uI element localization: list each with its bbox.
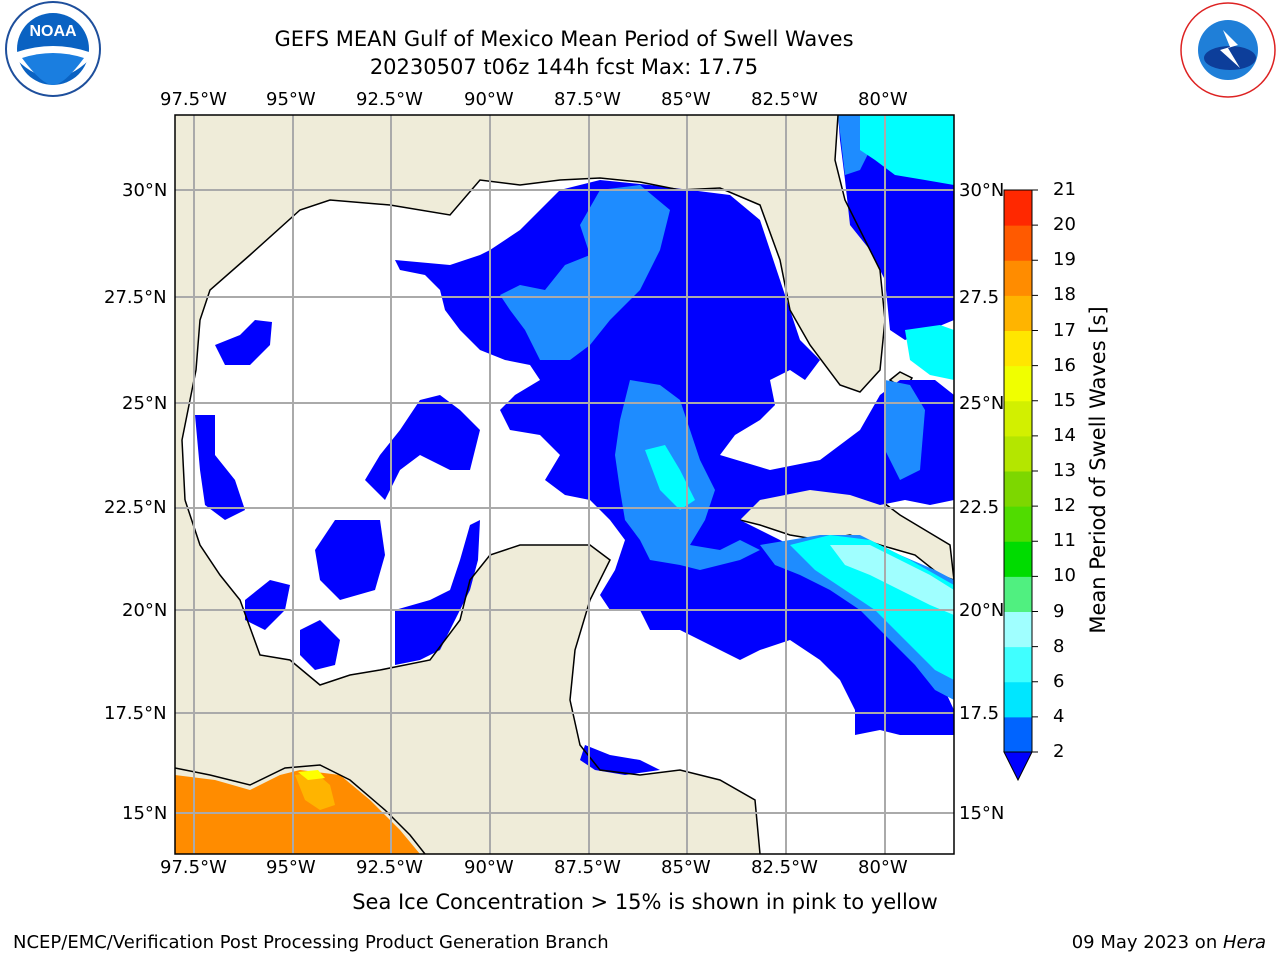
noaa-logo: NOAA: [4, 0, 102, 98]
swell-patch-west-3: [395, 520, 480, 665]
swell-patch-west-1: [195, 415, 245, 520]
lat-tick-left: 15°N: [122, 803, 168, 824]
lon-tick-bottom: 85°W: [661, 857, 711, 878]
colorbar-segment: [1004, 295, 1032, 331]
lat-tick-left: 22.5°N: [104, 497, 167, 518]
footer-date-text: 09 May 2023 on: [1071, 932, 1223, 953]
colorbar-tick-label: 12: [1053, 495, 1076, 517]
swell-region-6-8-a: [860, 115, 954, 185]
colorbar-segment: [1004, 646, 1032, 683]
colorbar-segment: [1004, 225, 1032, 261]
lon-tick-bottom: 87.5°W: [554, 857, 621, 878]
lon-tick-top: 92.5°W: [356, 89, 423, 110]
colorbar-tick-label: 15: [1053, 389, 1076, 411]
lat-tick-right: 30°N: [959, 180, 1005, 201]
lat-tick-left: 17.5°N: [104, 703, 167, 724]
chart-subtitle: 20230507 t06z 144h fcst Max: 17.75: [369, 55, 759, 79]
mexico-coastline: [184, 499, 761, 854]
lat-tick-right: 20°N: [959, 600, 1005, 621]
footer-date: 09 May 2023 on Hera: [1072, 932, 1266, 953]
sea-ice-note: Sea Ice Concentration > 15% is shown in …: [0, 890, 1280, 914]
pacific-swell-15-16: [298, 770, 325, 780]
colorbar-segment: [1004, 330, 1032, 367]
lat-tick-right: 25°N: [959, 393, 1005, 414]
colorbar-label: Mean Period of Swell Waves [s]: [1086, 306, 1110, 634]
swell-region-4-6-e: [885, 380, 925, 480]
lon-tick-top: 85°W: [661, 89, 711, 110]
colorbar-under-arrow: [1003, 751, 1033, 782]
lat-tick-right: 17.5: [959, 703, 1000, 724]
colorbar-segment: [1004, 611, 1032, 648]
colorbar-segment: [1004, 541, 1032, 577]
lon-tick-top: 97.5°W: [160, 89, 227, 110]
pacific-coastline: [175, 764, 426, 854]
colorbar-tick-label: 17: [1053, 319, 1076, 341]
colorbar-tick-label: 9: [1053, 600, 1065, 622]
colorbar-tick-label: 16: [1053, 354, 1076, 376]
swell-region-8-9: [830, 545, 954, 615]
lon-tick-bottom: 97.5°W: [160, 857, 227, 878]
lon-tick-top: 87.5°W: [554, 89, 621, 110]
lon-tick-bottom: 80°W: [858, 857, 908, 878]
lat-tick-right: 27.5: [959, 287, 1000, 308]
swell-patch-west-2: [315, 520, 385, 600]
colorbar-segment: [1004, 365, 1032, 402]
swell-region-6-8-d: [905, 325, 954, 380]
colorbar-tick-label: 10: [1053, 565, 1076, 587]
colorbar-segment: [1004, 576, 1032, 612]
lat-tick-left: 20°N: [122, 600, 168, 621]
colorbar-segment: [1004, 471, 1032, 507]
footer-credit: NCEP/EMC/Verification Post Processing Pr…: [13, 932, 609, 953]
colorbar-tick-label: 20: [1053, 214, 1076, 236]
colorbar-tick-label: 19: [1053, 249, 1076, 271]
colorbar-tick-label: 13: [1053, 460, 1076, 481]
lon-tick-bottom: 95°W: [266, 857, 316, 878]
map-area: [175, 115, 954, 854]
chart-title: GEFS MEAN Gulf of Mexico Mean Period of …: [274, 27, 854, 51]
swell-patch-west-7: [300, 620, 340, 670]
lat-tick-left: 30°N: [122, 180, 168, 201]
lat-tick-right: 15°N: [959, 803, 1005, 824]
gridlines: [175, 115, 954, 854]
colorbar-tick-label: 11: [1053, 530, 1076, 552]
nws-logo: [1178, 0, 1278, 100]
swell-region-6-8-b: [645, 445, 695, 510]
colorbar-segment: [1004, 260, 1032, 296]
colorbar-tick-label: 2: [1053, 741, 1065, 762]
lat-tick-left: 27.5°N: [104, 287, 167, 308]
lon-tick-top: 82.5°W: [751, 89, 818, 110]
colorbar-segment: [1004, 506, 1032, 542]
lon-tick-top: 90°W: [464, 89, 514, 110]
footer-host: Hera: [1222, 932, 1266, 953]
swell-patch-west-6: [245, 580, 290, 630]
lon-tick-bottom: 90°W: [464, 857, 514, 878]
sea-ice-note-text: Sea Ice Concentration > 15% is shown in …: [352, 890, 938, 914]
colorbar-tick-label: 14: [1053, 424, 1076, 446]
pacific-swell-16-17: [295, 772, 335, 810]
swell-patch-caribbean-1: [580, 745, 660, 775]
colorbar-tick-label: 6: [1053, 670, 1065, 692]
lon-tick-top: 95°W: [266, 89, 316, 110]
swell-region-4-6-a: [500, 185, 670, 360]
swell-patch-west-5: [215, 320, 272, 365]
lon-tick-top: 80°W: [858, 89, 908, 110]
lat-tick-right: 22.5: [959, 497, 1000, 518]
colorbar-segment: [1004, 435, 1032, 472]
colorbar: [1003, 189, 1038, 782]
colorbar-segment: [1004, 400, 1032, 437]
colorbar-tick-label: 21: [1053, 179, 1076, 200]
colorbar-segment: [1004, 716, 1032, 753]
colorbar-segment: [1004, 190, 1032, 226]
map-frame: [174, 114, 955, 855]
colorbar-segment: [1004, 681, 1032, 718]
swell-patch-west-4: [365, 395, 480, 500]
noaa-logo-text: NOAA: [29, 23, 77, 40]
lon-tick-bottom: 82.5°W: [751, 857, 818, 878]
colorbar-tick-label: 4: [1053, 705, 1065, 727]
lon-tick-bottom: 92.5°W: [356, 857, 423, 878]
colorbar-tick-label: 18: [1053, 284, 1076, 306]
lat-tick-left: 25°N: [122, 393, 168, 414]
colorbar-tick-label: 8: [1053, 635, 1065, 657]
